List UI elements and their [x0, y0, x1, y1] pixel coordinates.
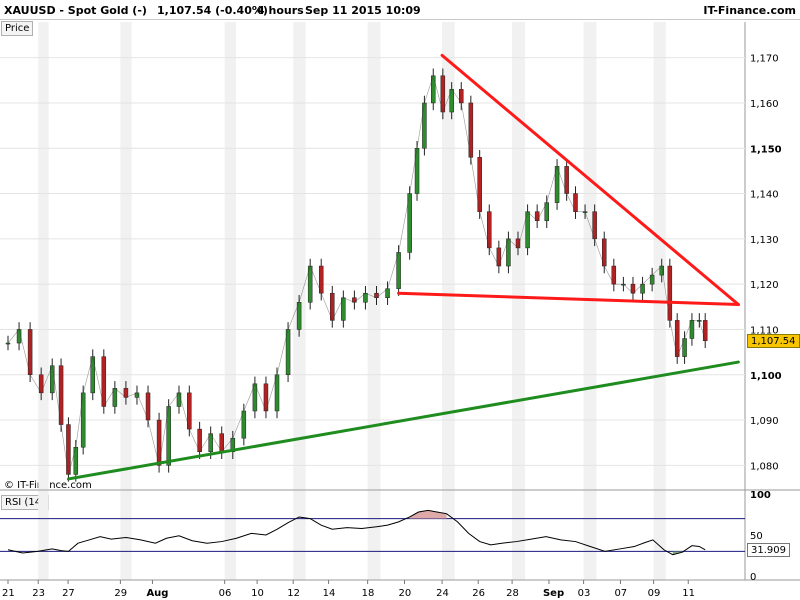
- rsi-value-box: 31.909: [747, 542, 790, 557]
- time-tick-label: 06: [219, 588, 232, 599]
- time-tick-label: 28: [506, 588, 519, 599]
- session-band: [512, 22, 526, 580]
- price-tick-label: 1,130: [750, 235, 779, 246]
- brand-label: IT-Finance.com: [703, 4, 796, 17]
- price-tick-label: 1,160: [750, 99, 779, 110]
- time-tick-label: 10: [251, 588, 264, 599]
- support-trendline: [66, 360, 740, 481]
- price-tick-label: 1,170: [750, 54, 779, 65]
- session-band: [367, 22, 381, 580]
- price-tick-label: 1,080: [750, 461, 779, 472]
- price-tick-label: 1,110: [750, 325, 779, 336]
- time-tick-label: 24: [436, 588, 449, 599]
- candle-body: [5, 342, 11, 345]
- time-tick-label: 03: [578, 588, 591, 599]
- time-tick-label: 18: [362, 588, 375, 599]
- last-price-box: 1,107.54: [747, 333, 800, 348]
- timestamp-label: Sep 11 2015 10:09: [305, 4, 421, 17]
- price-line: [7, 74, 706, 475]
- time-tick-label: 21: [2, 588, 15, 599]
- price-tick-label: 1,100: [750, 371, 782, 382]
- resistance-trendline: [440, 53, 740, 307]
- rsi-tick-label: 100: [750, 490, 771, 501]
- time-tick-label: 26: [472, 588, 485, 599]
- session-band: [442, 22, 455, 580]
- price-tick-label: 1,120: [750, 280, 779, 291]
- time-tick-label: Sep: [543, 588, 564, 599]
- time-tick-label: 29: [114, 588, 127, 599]
- time-tick-label: 20: [399, 588, 412, 599]
- neckline-trendline: [397, 291, 740, 307]
- session-band: [38, 22, 49, 580]
- time-tick-label: 12: [287, 588, 300, 599]
- price-tick-label: 1,140: [750, 190, 779, 201]
- time-tick-label: 09: [648, 588, 661, 599]
- rsi-line: [7, 509, 706, 556]
- price-tick-label: 1,090: [750, 416, 779, 427]
- time-tick-label: 07: [614, 588, 627, 599]
- time-tick-label: Aug: [146, 588, 168, 599]
- symbol-title: XAUUSD - Spot Gold (-): [4, 4, 147, 17]
- last-price-change: 1,107.54 (-0.40%): [157, 4, 268, 17]
- session-band: [120, 22, 132, 580]
- rsi-tick-label: 50: [750, 531, 763, 542]
- rsi-overbought-fill: [409, 510, 447, 519]
- time-tick-label: 23: [32, 588, 45, 599]
- timeframe-label: 4 hours: [257, 4, 304, 17]
- time-tick-label: 14: [323, 588, 336, 599]
- session-band: [224, 22, 237, 580]
- candle-body: [702, 320, 708, 342]
- rsi-tick-label: 0: [750, 572, 756, 583]
- chart-header: XAUUSD - Spot Gold (-) 1,107.54 (-0.40%)…: [0, 0, 800, 20]
- price-panel-tab[interactable]: Price: [1, 21, 34, 36]
- time-tick-label: 11: [682, 588, 695, 599]
- time-tick-label: 27: [62, 588, 75, 599]
- price-tick-label: 1,150: [750, 144, 782, 155]
